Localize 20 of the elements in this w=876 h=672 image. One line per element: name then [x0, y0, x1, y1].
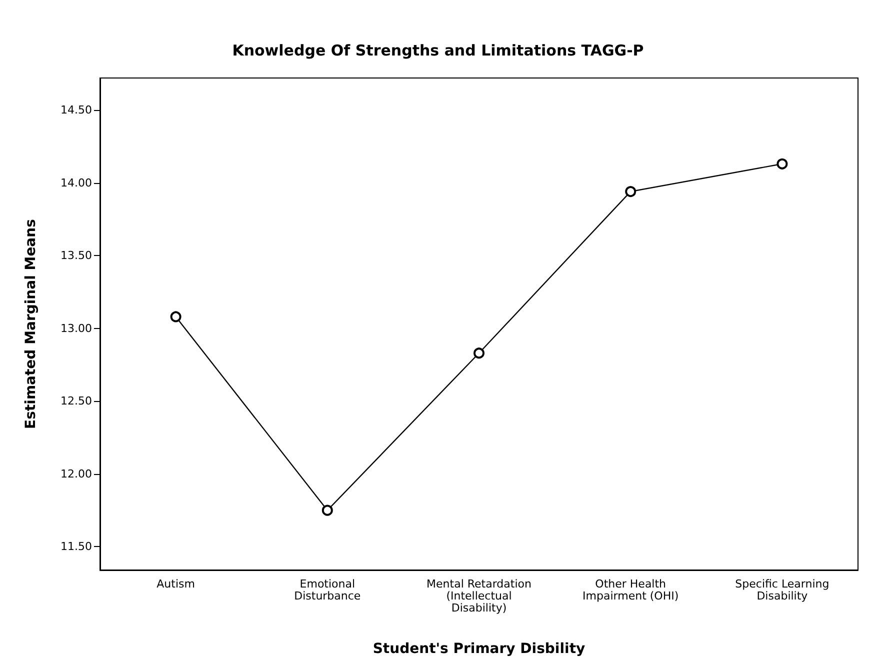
y-tick-label: 12.00: [60, 467, 92, 480]
point: [322, 504, 333, 516]
point: [170, 311, 182, 322]
y-tick-label: 14.00: [60, 176, 92, 190]
y-tick-label: 14.50: [60, 104, 92, 117]
y-tick-label: 12.50: [60, 394, 92, 408]
y-axis-title: Estimated Marginal Means: [23, 219, 39, 429]
x-tick-label: Autism: [156, 578, 195, 590]
chart-title: Knowledge Of Strengths and Limitations TAGG-P: [232, 42, 644, 60]
y-tick-label: 13.00: [60, 322, 92, 335]
x-tick-label: Specific Learning Disability: [735, 578, 830, 602]
y-tick-label: 13.50: [60, 249, 92, 262]
x-axis-title: Student's Primary Disbility: [372, 641, 586, 657]
point: [625, 186, 636, 198]
point: [776, 158, 788, 170]
x-tick-label: Mental Retardation (Intellectual Disability): [426, 578, 532, 614]
y-tick-label: 11.50: [60, 540, 92, 554]
point: [474, 348, 484, 359]
x-tick-label: Other Health Impairment (OHI): [582, 578, 679, 602]
x-tick-label: Emotional Disturbance: [294, 578, 361, 602]
